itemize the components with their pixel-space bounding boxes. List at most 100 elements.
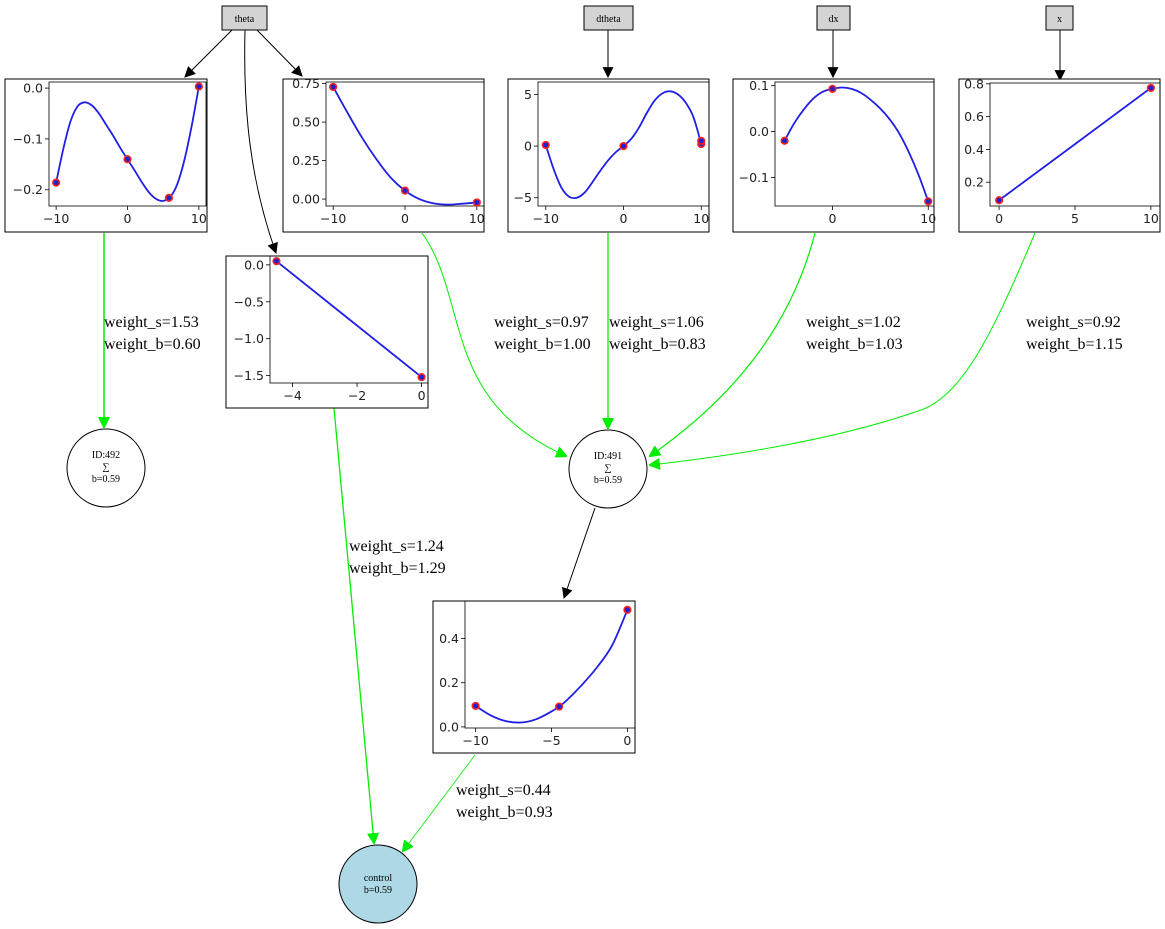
- edge-label-weight-s: weight_s=1.02: [806, 314, 901, 331]
- control-point: [123, 155, 132, 164]
- edge-plot-5-to-n491: [650, 232, 1036, 465]
- plot-node-frame: [4, 78, 208, 233]
- x-tick-label: −2: [348, 388, 366, 403]
- plot-nodes: −10 0 100.0−0.1−0.2 −10 0 100.750.500.250.00…: [4, 76, 1161, 754]
- y-tick-label: 0.50: [292, 115, 320, 130]
- x-tick-label: 10: [1143, 211, 1159, 226]
- y-tick-label: 0.6: [964, 109, 984, 124]
- edge-label-weight-b: weight_b=0.93: [456, 804, 553, 821]
- activation-curve: [998, 87, 1152, 201]
- edge-plot-2-to-n491: [421, 232, 566, 456]
- edge-theta-to-plot-6: [244, 29, 278, 255]
- input-node-dx[interactable]: dx: [816, 5, 851, 31]
- plot-node-4[interactable]: 0 10 0.1 0.0 −0.1: [732, 78, 936, 233]
- y-tick-label: 0.1: [749, 78, 769, 93]
- control-point: [52, 178, 61, 187]
- input-node-label: dtheta: [596, 14, 621, 25]
- x-tick-label: 0: [623, 733, 631, 748]
- control-point: [164, 193, 173, 202]
- control-point: [623, 605, 632, 614]
- node-id-label: ID:492: [92, 450, 120, 461]
- y-tick-label: −1.0: [234, 331, 264, 346]
- control-point: [472, 198, 481, 207]
- plot-node-5[interactable]: 0 5 10 0.8 0.6 0.4 0.2: [958, 76, 1161, 233]
- edge-label-weight-s: weight_s=1.53: [104, 314, 199, 331]
- edge-label-weight-b: weight_b=1.29: [349, 560, 446, 577]
- y-tick-label: 0.4: [439, 631, 459, 646]
- x-tick-label: 10: [920, 211, 936, 226]
- plot-node-frame: [507, 78, 710, 233]
- node-bias-label: b=0.59: [594, 475, 622, 486]
- output-node-control[interactable]: control b=0.59: [338, 844, 418, 924]
- input-node-label: x: [1057, 14, 1062, 25]
- edge-labels: weight_s=1.53 weight_b=0.60 weight_s=0.9…: [104, 314, 1123, 821]
- edge-label-weight-s: weight_s=0.92: [1026, 314, 1121, 331]
- x-tick-label: −10: [43, 211, 69, 226]
- control-point: [400, 186, 410, 195]
- edges: [104, 29, 1066, 851]
- edge-label-weight-s: weight_s=1.24: [349, 538, 444, 555]
- control-point: [780, 136, 789, 145]
- node-bias-label: b=0.59: [92, 474, 120, 485]
- plot-node-1[interactable]: −10 0 10 0.0 −0.1 −0.2: [4, 78, 208, 233]
- input-node-dtheta[interactable]: dtheta: [583, 5, 634, 31]
- y-tick-label: −5: [514, 190, 532, 205]
- plot-axes: [464, 600, 636, 729]
- edge-n491-to-plot-7: [562, 507, 596, 600]
- plot-axes: [269, 255, 429, 384]
- plot-node-2[interactable]: −10 0 10 0.75 0.50 0.25 0.00: [282, 76, 485, 233]
- x-tick-label: 10: [191, 211, 207, 226]
- control-point: [555, 702, 564, 711]
- input-node-x[interactable]: x: [1045, 5, 1074, 31]
- y-tick-label: −0.1: [13, 131, 43, 146]
- control-point: [329, 82, 338, 92]
- edge-plot-4-to-n491: [650, 232, 816, 456]
- x-tick-label: −10: [533, 211, 559, 226]
- y-tick-label: 0.0: [23, 81, 43, 96]
- y-tick-label: 0.75: [292, 76, 320, 91]
- input-node-label: theta: [235, 14, 255, 25]
- y-tick-label: −0.2: [13, 182, 43, 197]
- edge-label-weight-b: weight_b=1.00: [494, 336, 591, 353]
- y-tick-label: 0.0: [749, 124, 769, 139]
- control-point: [194, 82, 203, 91]
- input-node-label: dx: [829, 14, 839, 25]
- edge-label-weight-b: weight_b=0.60: [104, 336, 201, 353]
- edge-label-weight-s: weight_s=0.44: [456, 782, 551, 799]
- edge-label-weight-b: weight_b=0.83: [609, 336, 706, 353]
- control-point: [995, 196, 1004, 205]
- edge-label-weight-b: weight_b=1.15: [1026, 336, 1123, 353]
- edge-plot-7-to-control: [403, 754, 476, 851]
- control-point: [541, 140, 550, 150]
- control-point: [828, 84, 837, 93]
- sum-node-492[interactable]: ID:492 ∑ b=0.59: [66, 428, 146, 508]
- x-tick-label: 5: [1071, 211, 1079, 226]
- input-node-theta[interactable]: theta: [221, 5, 268, 31]
- x-tick-label: −10: [320, 211, 346, 226]
- control-point: [619, 141, 628, 151]
- plot-node-6[interactable]: −4 −2 0 0.0 −0.5 −1.0 −1.5: [225, 255, 429, 409]
- sum-node-491[interactable]: ID:491 ∑ b=0.59: [568, 429, 648, 509]
- x-tick-label: 0: [828, 211, 836, 226]
- plot-node-frame: [432, 600, 636, 754]
- y-tick-label: 0.00: [292, 192, 320, 207]
- plot-node-7[interactable]: −10 −5 0 0.4 0.2 0.0: [432, 600, 636, 754]
- y-tick-label: 0.2: [439, 675, 459, 690]
- control-point: [1146, 83, 1155, 93]
- y-tick-label: 5: [524, 87, 532, 102]
- x-tick-label: −5: [542, 733, 560, 748]
- control-point: [697, 136, 706, 145]
- plot-node-3[interactable]: −10 0 10 5 0 −5: [507, 78, 710, 233]
- y-tick-label: −1.5: [234, 368, 264, 383]
- node-id-label: ID:491: [594, 451, 622, 462]
- edge-theta-to-plot-1: [184, 29, 233, 78]
- x-tick-label: 0: [995, 211, 1003, 226]
- x-tick-label: 0: [620, 211, 628, 226]
- node-bias-label: b=0.59: [364, 885, 392, 896]
- y-tick-label: −0.5: [234, 294, 264, 309]
- y-tick-label: 0.2: [964, 175, 984, 190]
- edge-plot-6-to-control: [333, 407, 374, 843]
- x-tick-label: 0: [124, 211, 132, 226]
- x-tick-label: −10: [462, 733, 488, 748]
